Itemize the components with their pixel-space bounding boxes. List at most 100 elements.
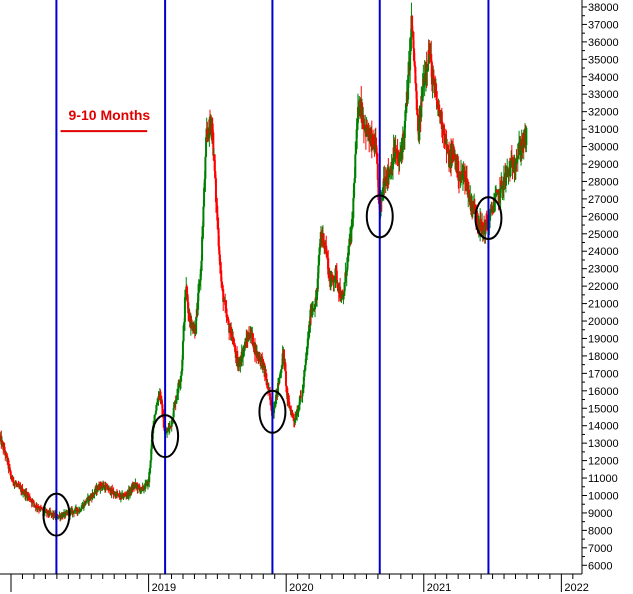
- x-year-label: 2019: [152, 582, 176, 594]
- candle-body: [78, 509, 81, 512]
- candle-body: [404, 110, 407, 122]
- candle: [162, 409, 165, 428]
- candle: [420, 86, 423, 122]
- candle-body: [214, 178, 217, 203]
- candle: [15, 481, 18, 488]
- candle-body: [148, 468, 151, 473]
- candle: [499, 183, 502, 211]
- candle-body: [448, 153, 451, 168]
- candle-body: [511, 160, 514, 168]
- candle-body: [98, 485, 101, 490]
- candle-body: [387, 173, 390, 178]
- candle-body: [413, 61, 416, 67]
- candle-body: [84, 500, 87, 506]
- candle-body: [282, 349, 285, 363]
- candle: [69, 507, 72, 515]
- candle-body: [188, 311, 191, 321]
- candle: [91, 489, 94, 501]
- candle: [415, 83, 418, 116]
- candle: [312, 301, 315, 316]
- candle-body: [8, 467, 11, 471]
- candle-body: [139, 490, 142, 492]
- candle-body: [292, 418, 295, 421]
- candle: [232, 331, 235, 345]
- candle: [385, 169, 388, 186]
- candle: [461, 165, 464, 191]
- candle: [195, 302, 198, 321]
- candle-body: [64, 512, 67, 517]
- candle: [296, 405, 299, 421]
- candle: [228, 321, 231, 341]
- candle: [427, 39, 430, 72]
- candle: [345, 267, 348, 287]
- candle-body: [279, 374, 282, 378]
- candle-body: [256, 351, 259, 357]
- candle: [195, 316, 198, 335]
- candle-body: [125, 495, 128, 497]
- candle-body: [396, 150, 399, 159]
- candle-body: [473, 205, 476, 208]
- candle-body: [331, 274, 334, 278]
- candle-body: [499, 184, 502, 198]
- candle-body: [395, 148, 398, 153]
- candle-body: [444, 134, 447, 141]
- candle-body: [316, 291, 319, 301]
- candle: [323, 241, 326, 254]
- candle-body: [35, 505, 38, 509]
- candle: [7, 457, 10, 474]
- candle: [473, 193, 476, 215]
- candle-body: [280, 369, 283, 373]
- candle-body: [393, 152, 396, 157]
- candle: [245, 329, 248, 348]
- candle-body: [489, 208, 492, 213]
- y-tick-label: 25000: [588, 229, 619, 241]
- candle-body: [5, 453, 8, 456]
- candle-body: [124, 494, 127, 496]
- candle-body: [224, 305, 227, 309]
- candle: [286, 386, 289, 407]
- candle-body: [40, 507, 43, 509]
- candle-body: [347, 252, 350, 258]
- x-year-label: 2022: [564, 582, 588, 594]
- candle-body: [463, 170, 466, 183]
- candle: [316, 291, 319, 308]
- candle: [505, 165, 508, 186]
- candle-body: [232, 337, 235, 345]
- candle-body: [233, 344, 236, 346]
- candle-body: [466, 179, 469, 195]
- candle: [175, 398, 178, 404]
- x-axis: 2019 2020 2021 2022: [0, 573, 589, 594]
- candle-body: [28, 496, 31, 501]
- candle: [387, 158, 390, 189]
- y-tick-label: 36000: [588, 37, 619, 49]
- candle-body: [435, 91, 438, 101]
- candle-body: [132, 485, 135, 490]
- candle: [483, 215, 486, 232]
- candle-body: [409, 38, 412, 71]
- candle-body: [178, 383, 181, 385]
- candle-body: [209, 119, 212, 126]
- candle-body: [384, 185, 387, 187]
- candle-body: [148, 472, 151, 483]
- candle-body: [459, 171, 462, 179]
- candle-body: [267, 382, 270, 390]
- candle-body: [217, 228, 220, 247]
- candle-body: [473, 205, 476, 214]
- candle: [112, 487, 115, 499]
- candle-body: [416, 110, 419, 115]
- candle-body: [517, 152, 520, 156]
- candle-body: [298, 404, 301, 410]
- candle: [149, 460, 152, 474]
- candle-body: [222, 301, 225, 303]
- y-tick-label: 13000: [588, 438, 619, 450]
- candle-body: [485, 221, 488, 227]
- candle-body: [115, 492, 118, 495]
- candle: [214, 174, 217, 213]
- candle-body: [496, 190, 499, 193]
- candle-body: [138, 486, 141, 488]
- candle-body: [351, 218, 354, 220]
- candle-body: [156, 401, 159, 404]
- cycle-lines-layer: [55, 0, 490, 574]
- candle-body: [343, 282, 346, 292]
- candle-body: [265, 379, 268, 384]
